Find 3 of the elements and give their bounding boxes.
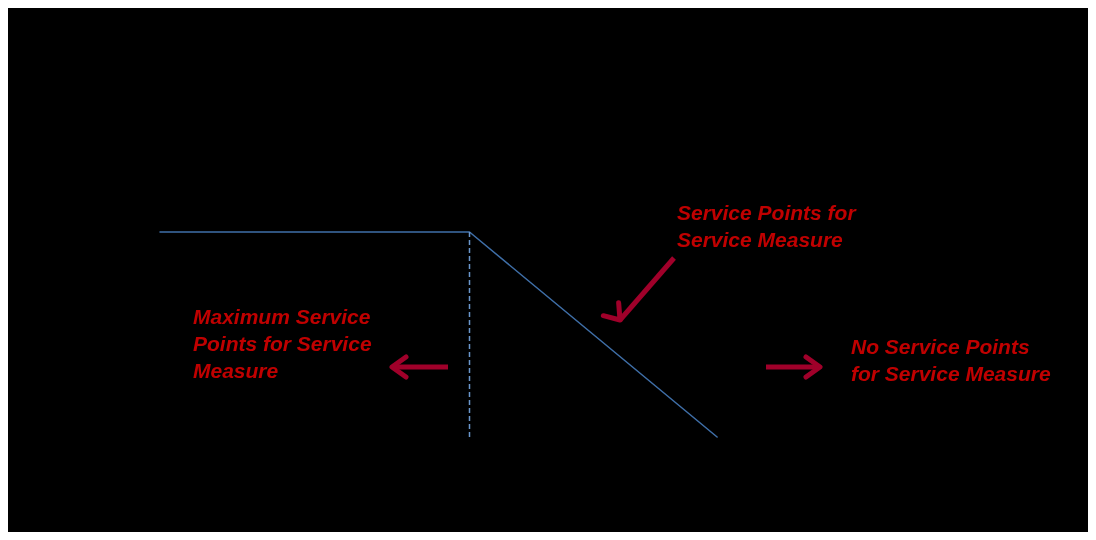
annotation: Service Points for Service Measure	[677, 201, 858, 251]
text: No Service Points for Service Measure	[851, 335, 1051, 385]
annotation: Maximum Service Points for Service Measure	[193, 305, 372, 382]
